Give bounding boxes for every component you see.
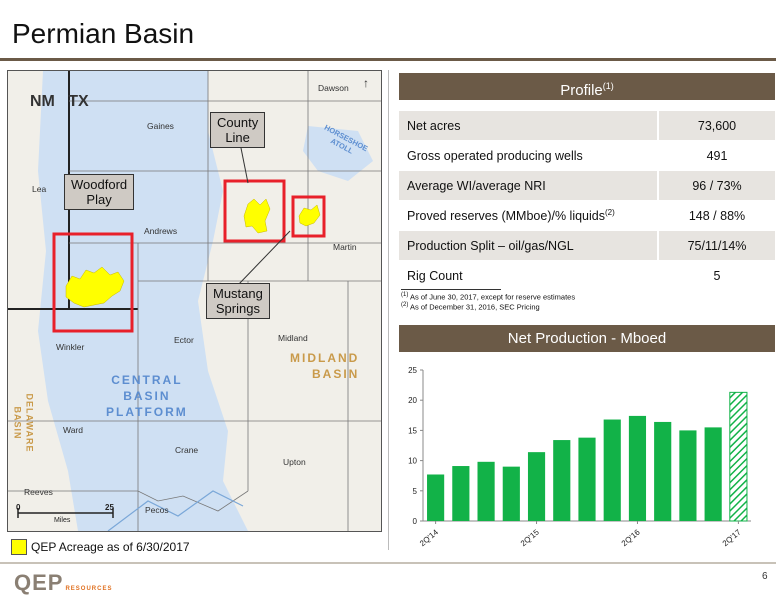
chart-heading: Net Production - Mboed	[399, 325, 775, 352]
scale-end-label: 25	[105, 503, 114, 512]
legend-label: QEP Acreage as of 6/30/2017	[31, 540, 190, 554]
y-tick-label: 25	[408, 366, 417, 375]
central-basin-label: CENTRAL BASIN PLATFORM	[106, 373, 188, 419]
bar-4Q'15	[578, 437, 596, 521]
y-tick-label: 5	[413, 487, 418, 496]
woodford-acreage	[65, 266, 125, 308]
county-line-acreage	[243, 198, 271, 234]
county-ector: Ector	[174, 335, 194, 345]
x-tick-label: 2Q'17	[721, 527, 743, 548]
county-upton: Upton	[283, 457, 306, 467]
county-pecos: Pecos	[145, 505, 169, 515]
table-row: Proved reserves (MMboe)/% liquids(2) 148 …	[399, 200, 775, 231]
county-line-highlight-box	[223, 179, 286, 243]
table-row: Net acres 73,600	[399, 111, 775, 141]
scale-unit-label: Miles	[54, 517, 71, 524]
midland-basin-label: MIDLAND BASIN	[290, 351, 360, 381]
x-tick-label: 2Q'15	[519, 527, 541, 548]
county-midland: Midland	[278, 333, 308, 343]
bar-2Q'15	[527, 452, 546, 521]
qep-logo: QEP RESOURCES	[14, 570, 113, 595]
footer-divider	[0, 562, 776, 564]
woodford-highlight-box	[52, 232, 134, 333]
x-tick-label: 2Q'16	[620, 527, 642, 548]
bar-2Q'14	[427, 474, 445, 521]
state-label: NM TX	[30, 93, 89, 110]
table-row: Average WI/average NRI 96 / 73%	[399, 170, 775, 201]
table-row: Production Split – oil/gas/NGL 75/11/14%	[399, 230, 775, 261]
bar-1Q'16	[603, 419, 621, 521]
y-tick-label: 20	[408, 396, 417, 405]
county-crane: Crane	[175, 445, 199, 455]
horseshoe-atoll-area	[303, 126, 373, 181]
page-number: 6	[762, 571, 768, 582]
x-tick-label: 2Q'14	[418, 527, 440, 548]
y-tick-label: 0	[413, 517, 418, 526]
county-martin: Martin	[333, 242, 357, 252]
scale-start-label: 0	[16, 503, 21, 512]
pecos-river	[107, 490, 244, 531]
bar-1Q'15	[502, 466, 520, 521]
bar-4Q'14	[477, 461, 495, 521]
bar-3Q'16	[654, 421, 672, 521]
bar-4Q'16	[679, 430, 697, 521]
map-legend: QEP Acreage as of 6/30/2017	[11, 539, 190, 555]
profile-heading: Profile(1)	[399, 73, 775, 100]
county-ward: Ward	[63, 425, 83, 435]
table-row: Rig Count 5	[399, 260, 775, 291]
mustang-highlight-box	[291, 195, 326, 238]
title-divider	[0, 58, 776, 61]
county-dawson: Dawson	[318, 83, 349, 93]
bar-1Q'17	[704, 427, 722, 521]
footnote-2: (2) As of December 31, 2016, SEC Pricing	[401, 302, 540, 312]
permian-map: NM TX Dawson Gaines Lea Andrews Martin E…	[7, 70, 382, 532]
vertical-divider	[388, 70, 389, 550]
page-title: Permian Basin	[12, 18, 195, 49]
footnote-1: (1) As of June 30, 2017, except for rese…	[401, 292, 576, 302]
table-row: Gross operated producing wells 491	[399, 140, 775, 171]
delaware-basin-label: DELAWARE BASIN	[12, 393, 35, 453]
county-reeves: Reeves	[24, 487, 53, 497]
county-andrews: Andrews	[144, 226, 178, 236]
y-tick-label: 10	[408, 457, 417, 466]
acreage-swatch-icon	[11, 539, 27, 555]
bar-2Q'17	[729, 391, 748, 522]
mustang-springs-callout: Mustang Springs	[206, 283, 270, 319]
bar-3Q'15	[553, 440, 571, 521]
bar-3Q'14	[452, 466, 470, 521]
county-lea: Lea	[32, 184, 47, 194]
bar-2Q'16	[628, 415, 647, 521]
woodford-play-callout: Woodford Play	[64, 174, 135, 210]
profile-table: Net acres 73,600 Gross operated producing…	[399, 111, 775, 291]
county-gaines: Gaines	[147, 121, 174, 131]
county-winkler: Winkler	[56, 342, 85, 352]
county-line-callout: County Line	[210, 112, 266, 148]
north-arrow-icon: ↑	[363, 76, 369, 90]
mustang-springs-acreage	[298, 204, 321, 227]
net-production-chart: 0 5 10 15 20 25 2Q'14 2Q'15 2Q'16 2Q'17	[408, 366, 751, 548]
y-tick-label: 15	[408, 426, 417, 435]
footnote-divider	[401, 289, 501, 290]
